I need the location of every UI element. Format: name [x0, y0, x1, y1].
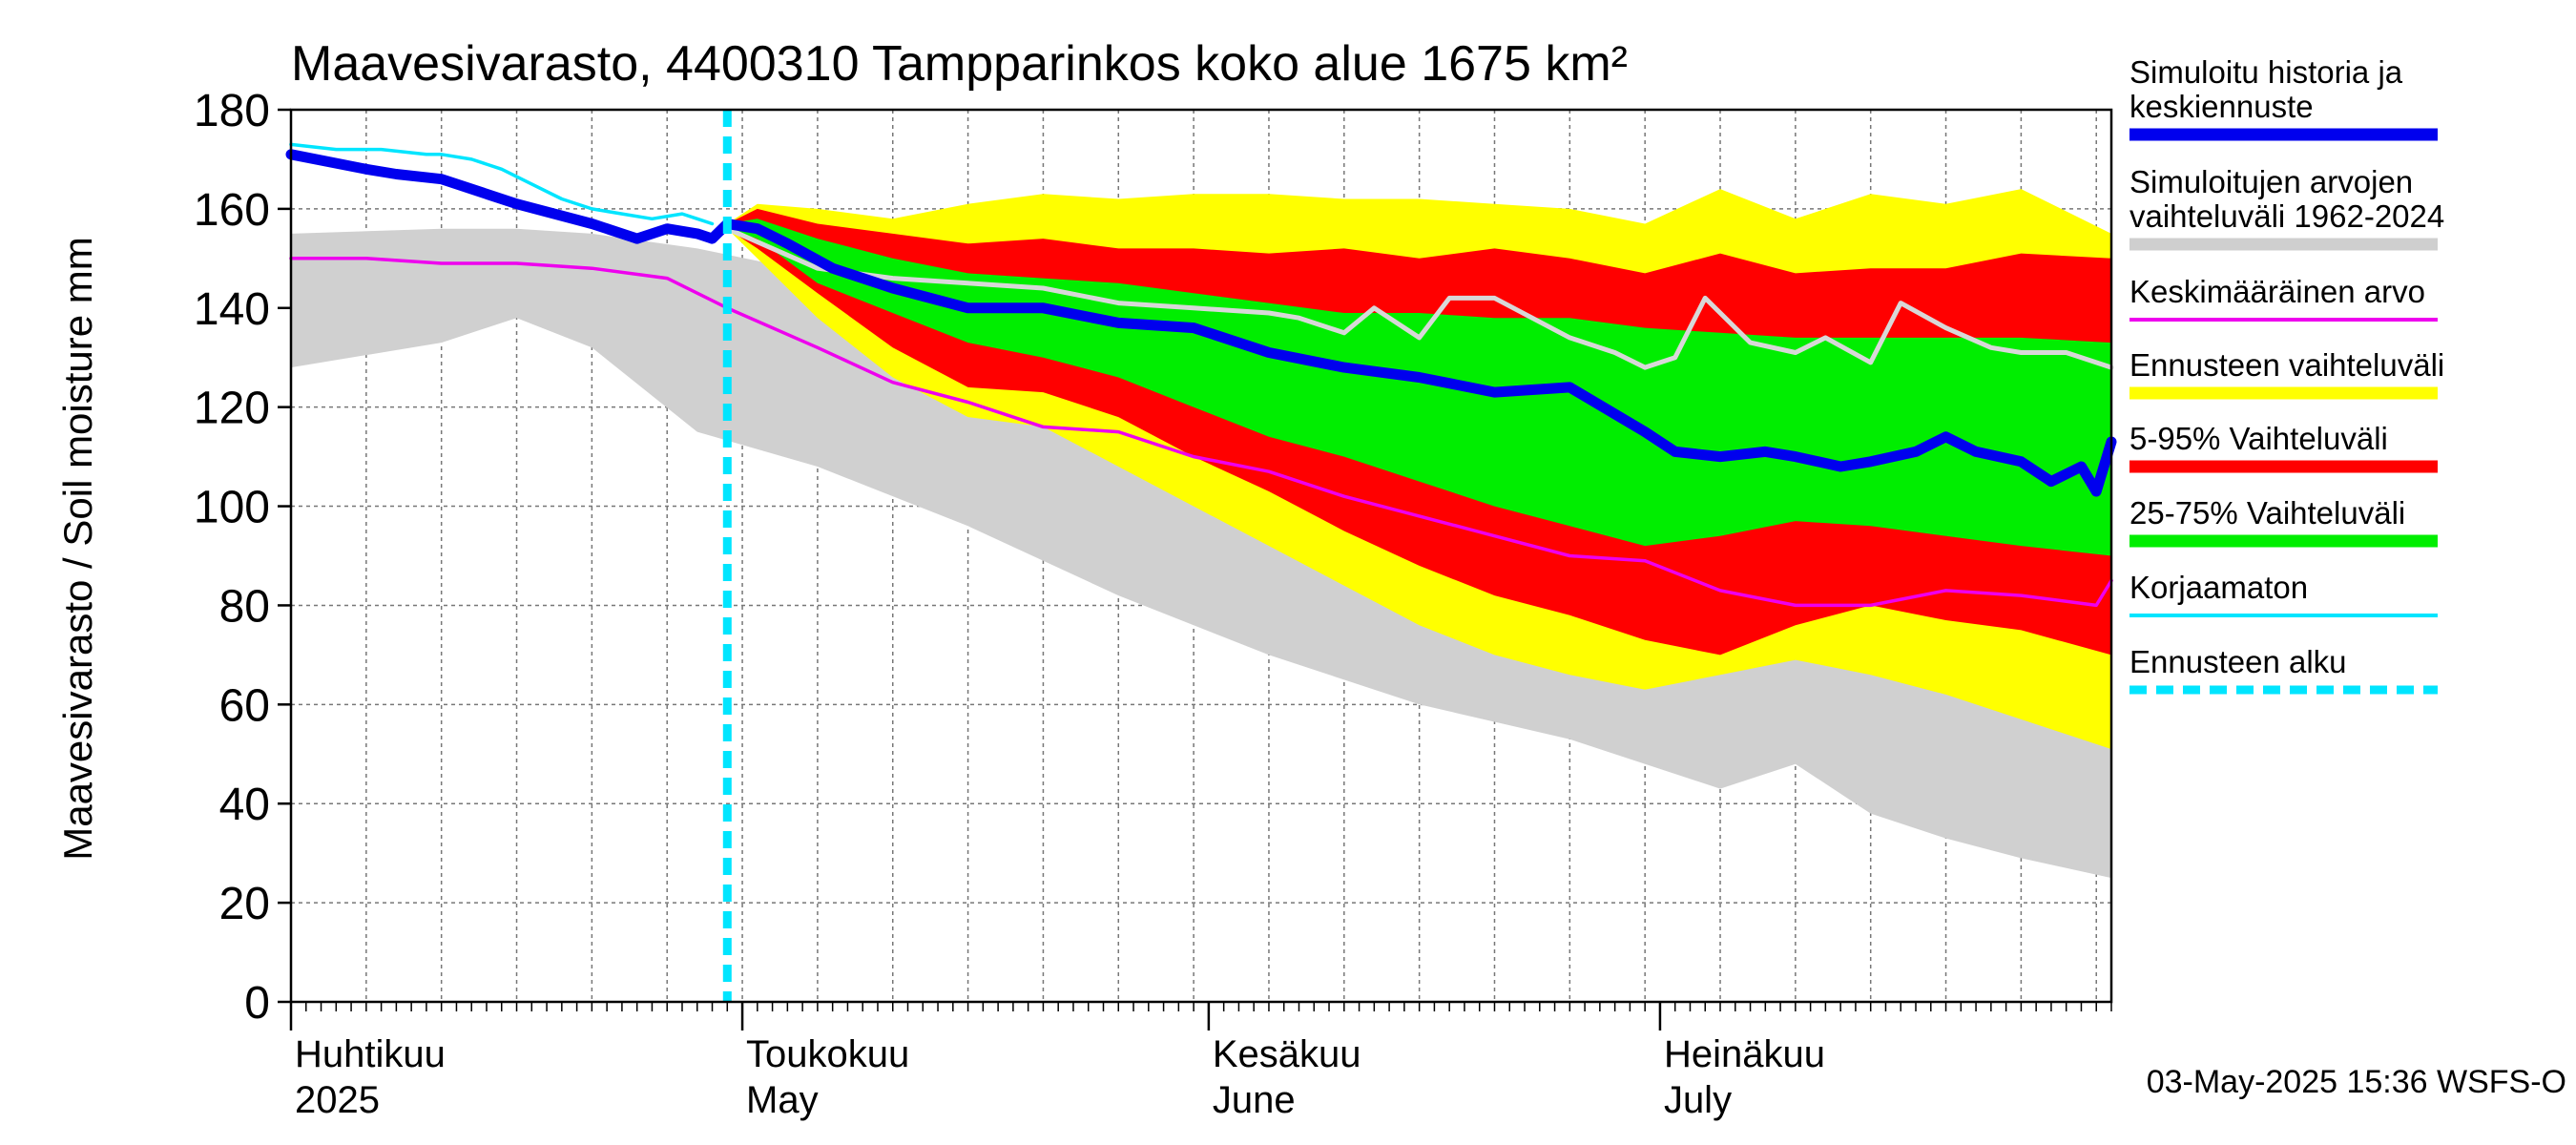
y-tick-label: 60	[219, 680, 270, 731]
y-axis-label: Maavesivarasto / Soil moisture mm	[55, 237, 100, 861]
y-tick-label: 20	[219, 879, 270, 929]
x-month-label-fi: Kesäkuu	[1213, 1033, 1361, 1075]
chart-title: Maavesivarasto, 4400310 Tampparinkos kok…	[291, 36, 1628, 92]
legend-label: vaihteluväli 1962-2024	[2129, 198, 2444, 234]
lines-layer	[285, 110, 2117, 1002]
legend-label: Korjaamaton	[2129, 570, 2308, 605]
reference-year-line	[724, 226, 2114, 370]
x-month-label-fi: Huhtikuu	[295, 1033, 446, 1075]
median-forecast-line	[285, 149, 2117, 497]
x-month-label-fi: Toukokuu	[746, 1033, 909, 1075]
timestamp-footer: 03-May-2025 15:36 WSFS-O	[2147, 1064, 2566, 1100]
legend-label: Simuloitu historia ja	[2129, 54, 2403, 90]
y-tick-label: 180	[194, 86, 270, 136]
y-tick-label: 100	[194, 483, 270, 533]
average-line	[289, 257, 2113, 608]
x-month-label-en: May	[746, 1079, 819, 1121]
uncorrected-line	[289, 142, 715, 226]
x-month-label-en: June	[1213, 1079, 1296, 1121]
x-month-label-en: July	[1664, 1079, 1732, 1121]
y-tick-label: 120	[194, 384, 270, 434]
legend-label: Simuloitujen arvojen	[2129, 164, 2413, 199]
legend-label: Ennusteen vaihteluväli	[2129, 347, 2444, 383]
y-tick-label: 140	[194, 284, 270, 335]
legend-label: 25-75% Vaihteluväli	[2129, 495, 2405, 531]
plot-frame	[289, 108, 2113, 1004]
legend-label: Ennusteen alku	[2129, 644, 2347, 679]
bands-layer	[291, 189, 2111, 879]
x-month-label-fi: Heinäkuu	[1664, 1033, 1825, 1075]
legend-label: 5-95% Vaihteluväli	[2129, 421, 2388, 456]
y-tick-label: 0	[244, 978, 270, 1029]
legend-label: keskiennuste	[2129, 89, 2314, 124]
y-tick-label: 160	[194, 185, 270, 236]
y-tick-label: 40	[219, 780, 270, 830]
historical-range-band	[291, 228, 2111, 879]
legend-label: Keskimääräinen arvo	[2129, 274, 2425, 309]
y-tick-label: 80	[219, 581, 270, 632]
x-month-label-en: 2025	[295, 1079, 380, 1121]
forecast-25-75-band	[727, 219, 2111, 556]
